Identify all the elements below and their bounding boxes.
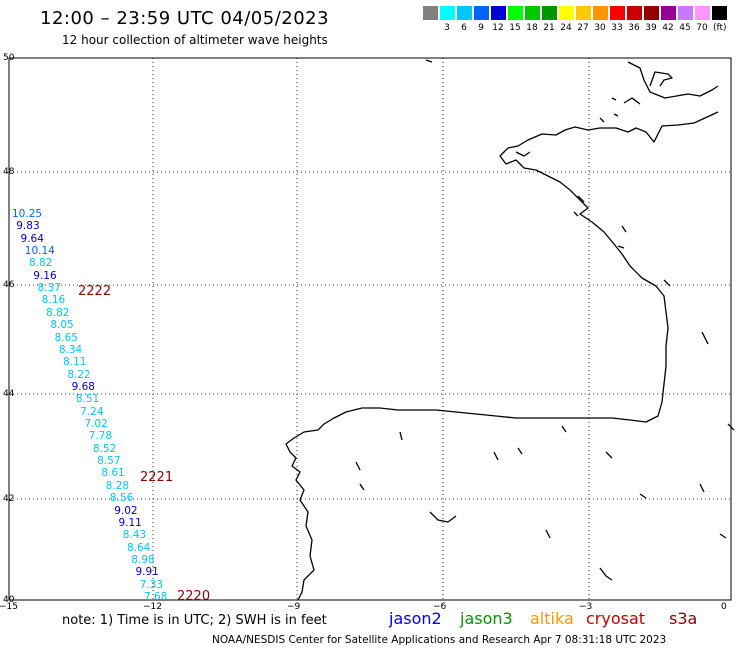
color-swatch xyxy=(576,6,591,20)
color-scale-label: 12 xyxy=(492,23,504,33)
color-scale-label: 42 xyxy=(662,23,674,33)
wave-height-value: 9.83 xyxy=(16,220,40,233)
color-scale-label: 21 xyxy=(543,23,555,33)
longitude-label: −12 xyxy=(143,602,162,612)
satellite-legend-item: jason2 xyxy=(389,609,442,628)
color-scale-label: 45 xyxy=(679,23,691,33)
map-subtitle: 12 hour collection of altimeter wave hei… xyxy=(62,33,328,47)
wave-height-value: 10.25 xyxy=(12,208,43,220)
wave-height-value: 9.64 xyxy=(20,232,44,245)
wave-height-value: 9.16 xyxy=(33,269,57,282)
latitude-label: 46 xyxy=(3,280,15,290)
latitude-label: 44 xyxy=(3,389,15,399)
color-swatch xyxy=(508,6,523,20)
wave-height-value: 8.64 xyxy=(126,541,151,554)
color-swatch xyxy=(661,6,676,20)
wave-height-value: 10.14 xyxy=(24,245,55,258)
color-swatch xyxy=(440,6,455,20)
color-swatch xyxy=(542,6,557,20)
color-scale-label: 9 xyxy=(478,23,484,33)
color-swatch xyxy=(525,6,540,20)
wave-height-value: 8.34 xyxy=(58,343,83,356)
satellite-legend-item: cryosat xyxy=(586,609,646,628)
footer-credit: NOAA/NESDIS Center for Satellite Applica… xyxy=(212,634,667,646)
color-swatch xyxy=(423,6,438,20)
latitude-label: 40 xyxy=(3,595,15,605)
color-swatch xyxy=(610,6,625,20)
satellite-legend-item: s3a xyxy=(669,609,698,628)
longitude-label: 0 xyxy=(721,602,727,612)
color-scale-label: 33 xyxy=(611,23,623,33)
longitude-label: −9 xyxy=(287,602,301,612)
wave-height-value: 8.51 xyxy=(75,393,100,406)
color-swatch xyxy=(627,6,642,20)
wave-height-value: 8.37 xyxy=(37,282,61,295)
coastline xyxy=(285,59,735,601)
latitude-label: 50 xyxy=(3,53,15,63)
map-title: 12:00 – 23:59 UTC 04/05/2023 xyxy=(40,8,330,29)
lat-lon-grid xyxy=(9,58,731,600)
color-scale-label: 24 xyxy=(560,23,572,33)
wave-height-value: 9.11 xyxy=(118,516,142,529)
color-swatch xyxy=(491,6,506,20)
satellite-legend-item: altika xyxy=(530,609,574,628)
wave-height-value: 7.68 xyxy=(144,591,168,603)
color-swatch xyxy=(457,6,472,20)
wave-height-value: 7.24 xyxy=(80,405,104,418)
wave-height-value: 9.02 xyxy=(114,504,138,517)
wave-height-value: 7.33 xyxy=(139,578,164,591)
color-swatch xyxy=(712,6,727,20)
color-swatch xyxy=(593,6,608,20)
wave-height-value: 7.78 xyxy=(88,430,113,443)
longitude-label: −6 xyxy=(433,602,447,612)
color-scale-label: 27 xyxy=(577,23,589,33)
wave-height-value: 8.52 xyxy=(92,442,117,455)
wave-height-value: 9.68 xyxy=(71,380,95,393)
wave-height-value: 8.43 xyxy=(122,529,147,542)
wave-height-value: 8.82 xyxy=(46,306,70,319)
longitude-label: −3 xyxy=(579,602,593,612)
color-scale-label: 70 xyxy=(696,23,708,33)
track-time-label: 2220 xyxy=(177,589,211,604)
wave-height-value: 8.98 xyxy=(131,553,155,566)
wave-height-value: 8.28 xyxy=(105,479,130,492)
color-swatch xyxy=(474,6,489,20)
color-scale-unit: (ft) xyxy=(713,23,727,33)
color-scale-label: 3 xyxy=(444,23,450,33)
color-scale-label: 30 xyxy=(594,23,606,33)
map-frame xyxy=(8,57,732,601)
wave-height-value: 8.05 xyxy=(50,319,74,332)
wave-height-value: 8.57 xyxy=(97,455,121,468)
color-scale-label: 18 xyxy=(526,23,538,33)
latitude-label: 48 xyxy=(3,167,15,177)
wave-height-value: 9.91 xyxy=(135,566,159,579)
satellite-legend-item: jason3 xyxy=(460,609,513,628)
track-time-label: 2222 xyxy=(78,284,112,299)
wave-height-value: 8.11 xyxy=(63,356,87,369)
color-swatch xyxy=(695,6,710,20)
wave-height-value: 8.16 xyxy=(41,294,66,307)
color-scale-label: 15 xyxy=(509,23,521,33)
wave-height-value: 8.56 xyxy=(109,492,134,505)
wave-height-value: 8.82 xyxy=(29,257,53,270)
wave-height-value: 7.02 xyxy=(84,418,108,431)
color-swatch xyxy=(559,6,574,20)
track-time-label: 2221 xyxy=(140,470,174,485)
latitude-label: 42 xyxy=(3,494,15,504)
color-scale-label: 39 xyxy=(645,23,657,33)
wave-height-value: 8.61 xyxy=(101,467,125,480)
wave-height-value: 8.65 xyxy=(54,331,78,344)
color-scale-label: 36 xyxy=(628,23,640,33)
note-text: note: 1) Time is in UTC; 2) SWH is in fe… xyxy=(62,613,327,628)
color-swatch xyxy=(678,6,693,20)
color-scale-label: 6 xyxy=(461,23,467,33)
wave-height-value: 8.22 xyxy=(67,368,91,381)
longitude-label: −15 xyxy=(0,602,18,612)
color-swatch xyxy=(644,6,659,20)
